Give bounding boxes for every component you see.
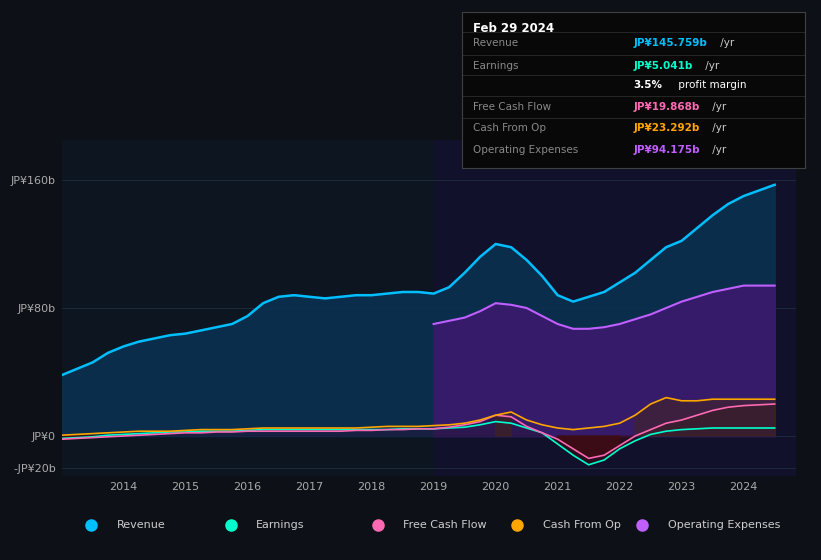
Text: Feb 29 2024: Feb 29 2024: [473, 22, 553, 35]
Text: 3.5%: 3.5%: [634, 80, 663, 90]
Text: JP¥23.292b: JP¥23.292b: [634, 123, 700, 133]
Text: Cash From Op: Cash From Op: [473, 123, 545, 133]
Text: /yr: /yr: [717, 39, 734, 49]
Text: Operating Expenses: Operating Expenses: [473, 145, 578, 155]
Text: Revenue: Revenue: [473, 39, 518, 49]
Bar: [433, 140, 796, 476]
Text: JP¥19.868b: JP¥19.868b: [634, 101, 700, 111]
Text: Revenue: Revenue: [117, 520, 166, 530]
Text: Cash From Op: Cash From Op: [543, 520, 621, 530]
Text: JP¥94.175b: JP¥94.175b: [634, 145, 700, 155]
Text: /yr: /yr: [709, 101, 727, 111]
Text: /yr: /yr: [709, 123, 727, 133]
Text: JP¥145.759b: JP¥145.759b: [634, 39, 708, 49]
Text: profit margin: profit margin: [675, 80, 746, 90]
Text: Earnings: Earnings: [473, 61, 518, 71]
Text: JP¥5.041b: JP¥5.041b: [634, 61, 693, 71]
Text: Free Cash Flow: Free Cash Flow: [403, 520, 487, 530]
Text: /yr: /yr: [709, 145, 727, 155]
Text: Earnings: Earnings: [256, 520, 305, 530]
Text: Free Cash Flow: Free Cash Flow: [473, 101, 551, 111]
Text: /yr: /yr: [702, 61, 719, 71]
Text: Operating Expenses: Operating Expenses: [667, 520, 780, 530]
